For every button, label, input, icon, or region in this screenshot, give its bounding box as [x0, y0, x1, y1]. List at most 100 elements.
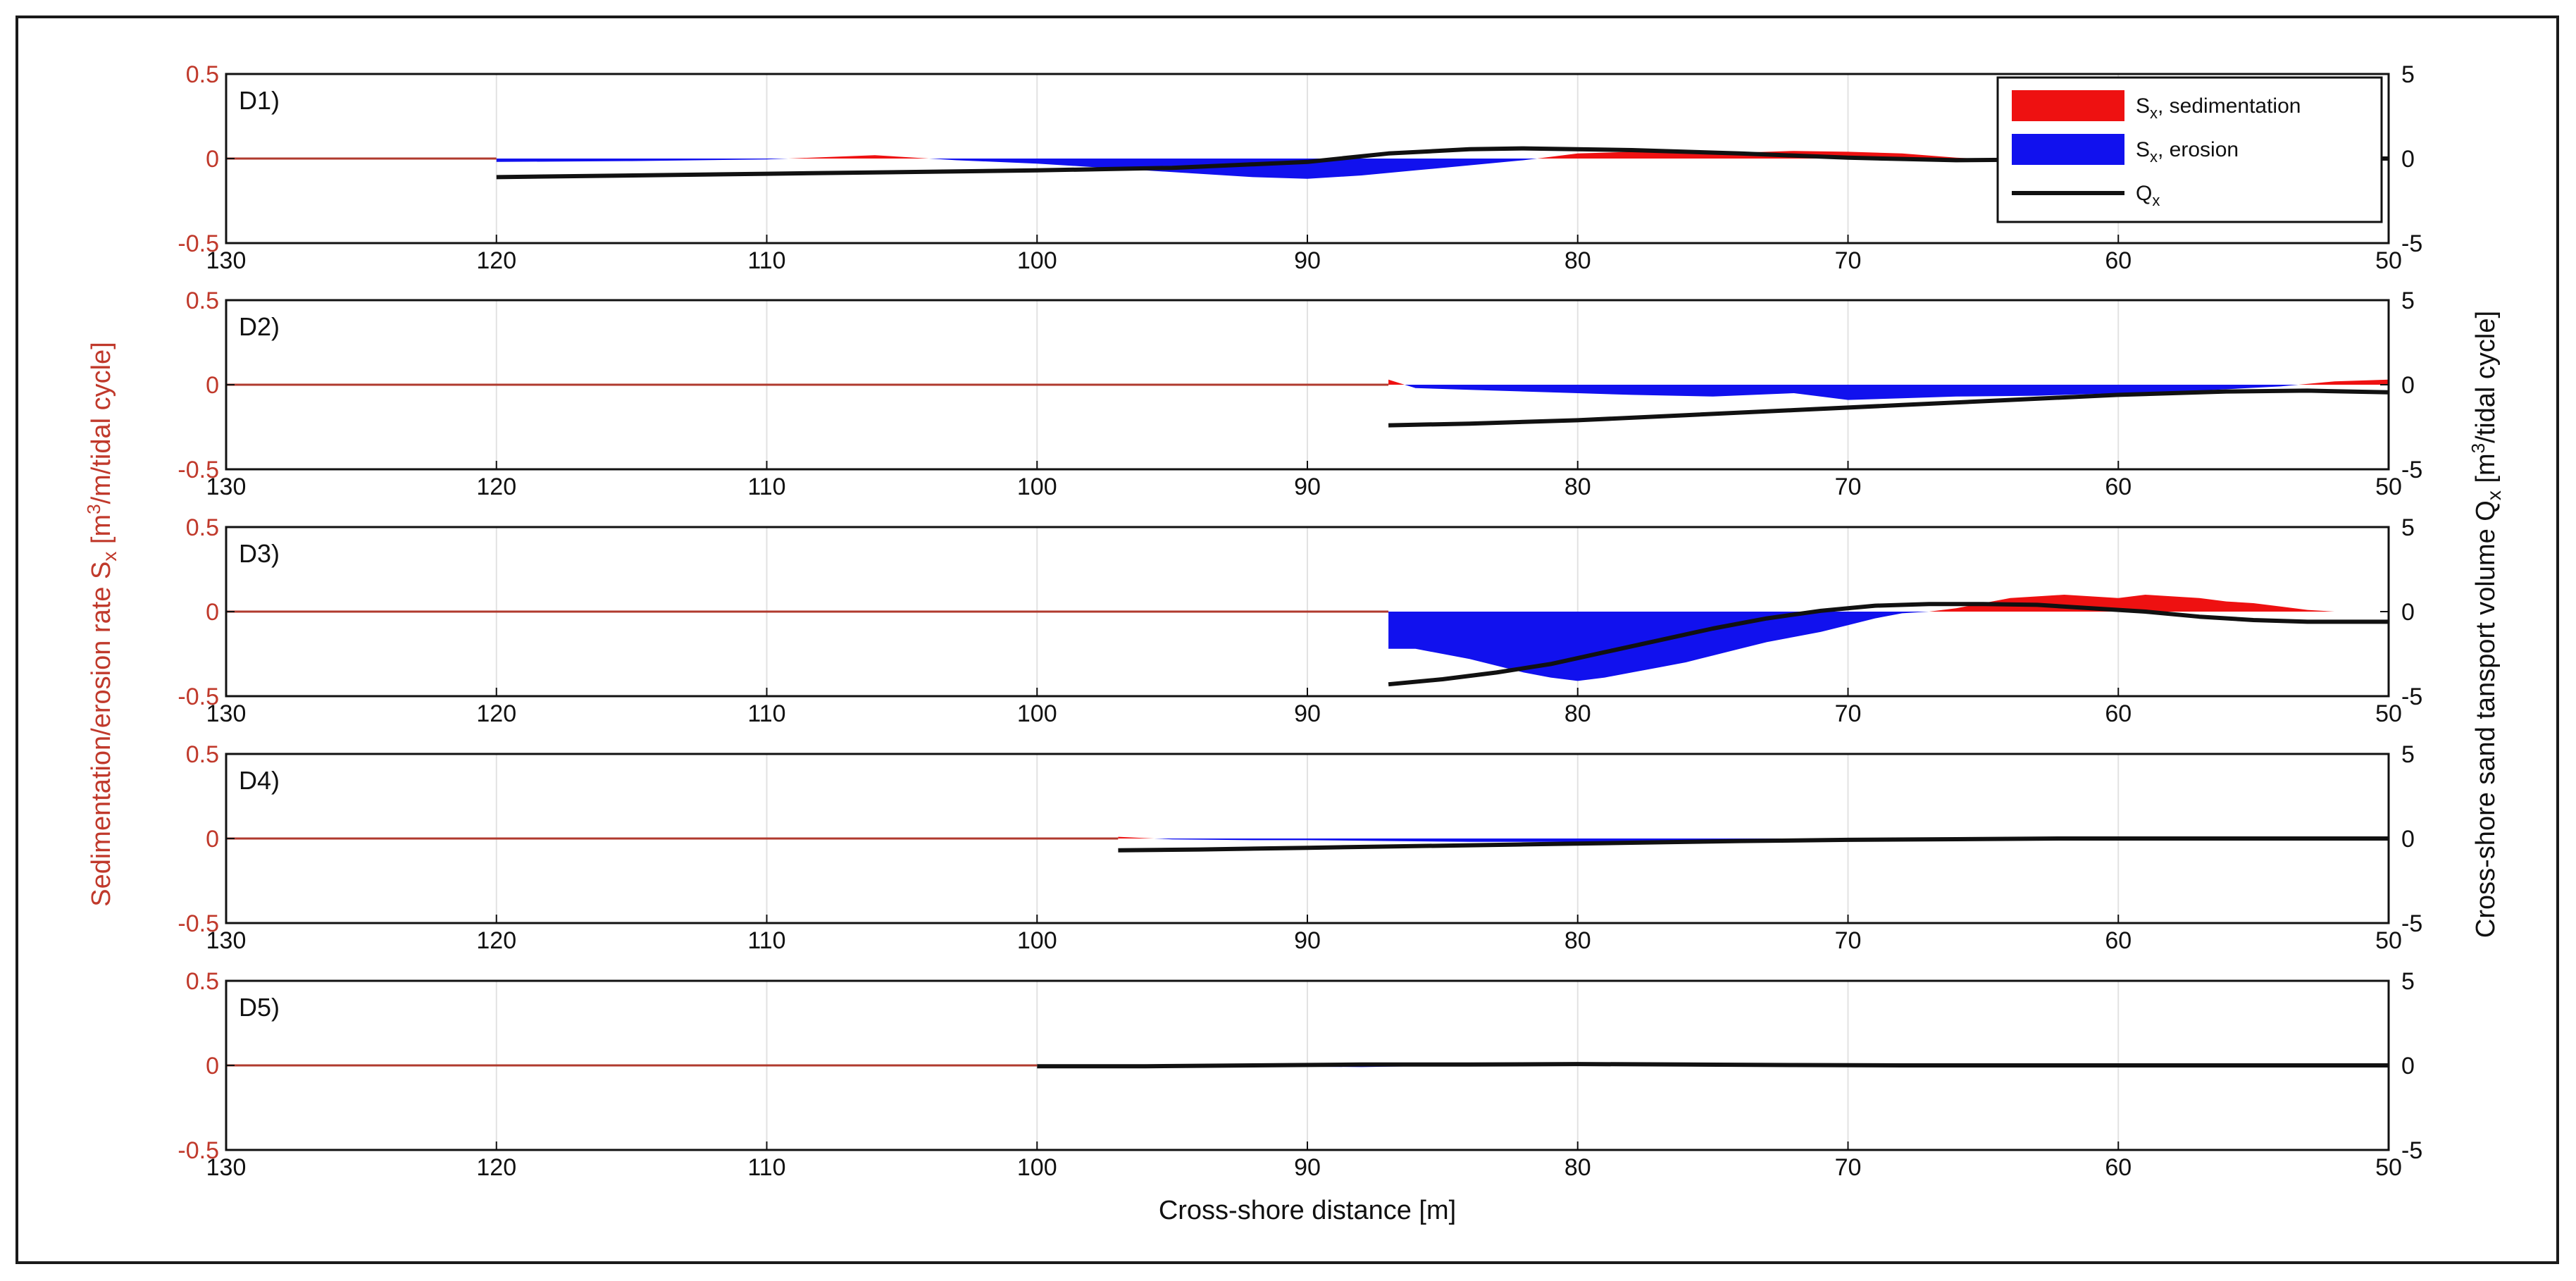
y-tick-label-right: -5: [2401, 910, 2422, 937]
x-tick-label: 110: [747, 247, 785, 274]
y-tick-label-right: -5: [2401, 1137, 2422, 1164]
panel-label: D5): [239, 993, 280, 1022]
x-tick-label: 90: [1294, 474, 1321, 500]
y-tick-label-right: 0: [2401, 372, 2415, 399]
y-tick-label-right: 5: [2401, 514, 2415, 541]
x-tick-label: 90: [1294, 700, 1321, 727]
y-tick-label-left: 0: [206, 826, 219, 853]
y-tick-label-right: 0: [2401, 1053, 2415, 1079]
x-tick-label: 100: [1017, 700, 1057, 727]
x-tick-label: 100: [1017, 247, 1057, 274]
x-tick-label: 70: [1835, 247, 1862, 274]
figure-frame: 0.5 0 -0.5 5 0 -5 130 120 110 100 90 80 70 60 50 D1) 0.5…: [15, 16, 2559, 1264]
y-tick-label-right: 5: [2401, 741, 2415, 768]
y-tick-label-right: 0: [2401, 599, 2415, 626]
legend-entry-label: Sx, erosion: [2136, 138, 2239, 166]
y-tick-label-right: 5: [2401, 61, 2415, 88]
erosion-area: [496, 159, 789, 162]
x-tick-label: 100: [1017, 1154, 1057, 1181]
sedimentation-area: [1388, 379, 1405, 385]
x-tick-label: 50: [2375, 700, 2402, 727]
x-tick-label: 130: [206, 1154, 247, 1181]
y-tick-label-right: 5: [2401, 968, 2415, 995]
x-tick-label: 110: [747, 700, 785, 727]
x-tick-label: 120: [476, 700, 516, 727]
x-tick-label: 60: [2105, 474, 2132, 500]
x-tick-label: 60: [2105, 927, 2132, 954]
x-tick-label: 90: [1294, 927, 1321, 954]
x-tick-label: 60: [2105, 247, 2132, 274]
legend-swatch: [2012, 90, 2124, 121]
x-tick-label: 110: [747, 474, 785, 500]
x-tick-label: 50: [2375, 247, 2402, 274]
y-tick-label-right: -5: [2401, 230, 2422, 257]
x-tick-label: 50: [2375, 927, 2402, 954]
x-tick-label: 130: [206, 700, 247, 727]
x-tick-label: 70: [1835, 474, 1862, 500]
x-tick-label: 120: [476, 1154, 516, 1181]
x-tick-label: 130: [206, 474, 247, 500]
y-tick-label-left: 0.5: [186, 514, 219, 541]
erosion-area: [1405, 385, 2299, 400]
x-tick-label: 80: [1564, 474, 1591, 500]
x-tick-label: 120: [476, 927, 516, 954]
y-tick-label-right: -5: [2401, 683, 2422, 710]
legend-entry-label: Qx: [2136, 182, 2160, 209]
panel-label: D1): [239, 86, 280, 115]
x-tick-label: 80: [1564, 247, 1591, 274]
sedimentation-area: [1118, 836, 1155, 838]
x-tick-label: 70: [1835, 927, 1862, 954]
x-tick-label: 80: [1564, 700, 1591, 727]
sedimentation-area: [788, 155, 929, 159]
x-tick-label: 80: [1564, 1154, 1591, 1181]
legend-entry-label: Sx, sedimentation: [2136, 94, 2301, 122]
x-tick-label: 120: [476, 247, 516, 274]
erosion-area: [928, 159, 1538, 179]
x-tick-label: 130: [206, 247, 247, 274]
x-tick-label: 60: [2105, 1154, 2132, 1181]
y-tick-label-left: -0.5: [178, 457, 219, 483]
y-tick-label-left: 0: [206, 372, 219, 399]
x-tick-label: 90: [1294, 1154, 1321, 1181]
y-tick-label-left: -0.5: [178, 683, 219, 710]
y-tick-label-left: 0.5: [186, 61, 219, 88]
y-tick-label-left: 0.5: [186, 287, 219, 314]
y-tick-label-right: 0: [2401, 826, 2415, 853]
y-tick-label-right: -5: [2401, 457, 2422, 483]
y-axis-title-left: Sedimentation/erosion rate Sx [m3/m/tida…: [83, 342, 120, 907]
panel-label: D3): [239, 539, 280, 568]
transport-line: [1388, 602, 2389, 687]
panel-label: D4): [239, 766, 280, 795]
x-axis-title: Cross-shore distance [m]: [1159, 1196, 1456, 1225]
x-tick-label: 100: [1017, 927, 1057, 954]
sedimentation-area: [2298, 379, 2389, 385]
x-tick-label: 100: [1017, 474, 1057, 500]
transport-line: [1388, 388, 2389, 428]
y-tick-label-right: 5: [2401, 287, 2415, 314]
y-tick-label-left: 0: [206, 146, 219, 173]
x-tick-label: 70: [1835, 700, 1862, 727]
x-tick-label: 90: [1294, 247, 1321, 274]
y-tick-label-left: 0.5: [186, 741, 219, 768]
transport-line: [1037, 1062, 2389, 1069]
erosion-area: [1388, 612, 1956, 681]
panel-label: D2): [239, 312, 280, 341]
x-tick-label: 60: [2105, 700, 2132, 727]
y-axis-title-right: Cross-shore sand tansport volume Qx [m3/…: [2468, 311, 2505, 938]
x-tick-label: 130: [206, 927, 247, 954]
x-tick-label: 110: [747, 1154, 785, 1181]
transport-line: [1118, 836, 2389, 853]
x-tick-label: 50: [2375, 1154, 2402, 1181]
y-tick-label-left: 0: [206, 1053, 219, 1079]
y-tick-label-left: 0: [206, 599, 219, 626]
x-tick-label: 110: [747, 927, 785, 954]
y-tick-label-left: -0.5: [178, 910, 219, 937]
legend-swatch: [2012, 134, 2124, 165]
legend: Sx, sedimentation Sx, erosion Qx: [1996, 76, 2383, 223]
x-tick-label: 70: [1835, 1154, 1862, 1181]
